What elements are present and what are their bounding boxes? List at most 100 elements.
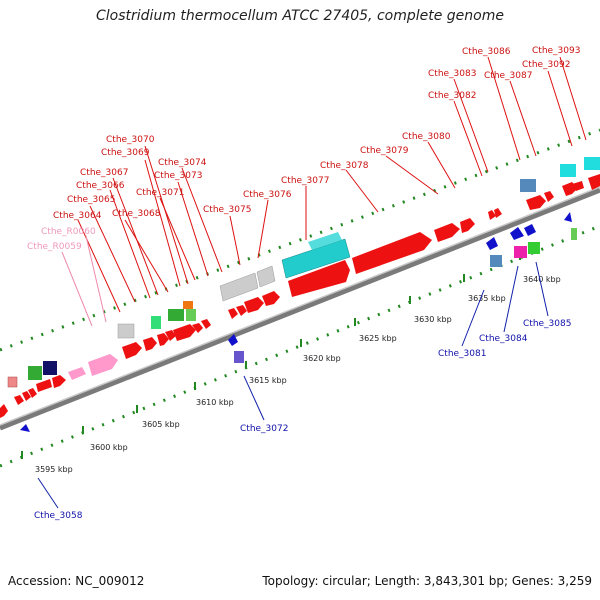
gene-arrow (486, 237, 498, 250)
gene-arrow (244, 297, 264, 313)
gene-arrow (288, 260, 350, 297)
reverse-label-leaders (37, 261, 549, 509)
gene-label: Cthe_3071 (136, 188, 184, 198)
gene-label: Cthe_3070 (106, 135, 155, 145)
forward-tick-row (0, 128, 600, 352)
gene-label: Cthe_3082 (428, 91, 476, 101)
gene-box (584, 157, 600, 170)
gene-arrow (0, 404, 8, 418)
gene-arrow (143, 337, 157, 351)
gene-arrow (460, 218, 475, 233)
gene-label: Cthe_3074 (158, 158, 207, 168)
gene-label: Cthe_3066 (76, 181, 125, 191)
gene-box-grey (256, 265, 276, 288)
gene-label: Cthe_3084 (479, 334, 528, 344)
gene-arrow (36, 379, 52, 392)
gene-box (43, 361, 57, 375)
gene-arrow (20, 424, 30, 432)
gene-arrow (572, 181, 584, 191)
gene-arrow (488, 210, 496, 220)
gene-box (168, 309, 184, 321)
kbp-label: 3600 kbp (90, 443, 128, 452)
kbp-label: 3625 kbp (359, 334, 397, 343)
gene-arrow (352, 232, 432, 274)
kbp-label: 3630 kbp (414, 315, 452, 324)
gene-arrow (434, 223, 460, 242)
gene-box-cyan (308, 232, 342, 250)
gene-label: Cthe_3064 (53, 211, 102, 221)
gene-arrow (165, 330, 176, 341)
gene-label: Cthe_3080 (402, 132, 451, 142)
gene-arrow (22, 391, 31, 401)
gene-arrow (524, 224, 536, 236)
gene-arrow (510, 227, 524, 240)
gene-arrow (173, 324, 196, 341)
gene-box (7, 376, 18, 388)
accession-text: Accession: NC_009012 (8, 574, 145, 588)
gene-label: Cthe_3093 (532, 46, 580, 56)
rna-label: Cthe_R0059 (27, 242, 82, 252)
gene-label: Cthe_3092 (522, 60, 570, 70)
gene-label: Cthe_3079 (360, 146, 409, 156)
gene-box (520, 179, 536, 192)
gene-arrow (157, 333, 169, 346)
gene-arrow (201, 319, 211, 329)
reverse-labels: Cthe_3058 Cthe_3072 Cthe_3081 Cthe_3084 … (34, 319, 571, 521)
kbp-label: 3635 kbp (468, 294, 506, 303)
gene-box (560, 164, 576, 177)
gene-arrow (14, 395, 24, 405)
gene-box (234, 351, 244, 363)
gene-label: Cthe_3087 (484, 71, 532, 81)
gene-label: Cthe_3086 (462, 47, 511, 57)
forward-label-leaders (77, 56, 587, 313)
gene-label: Cthe_3078 (320, 161, 369, 171)
gene-arrow (52, 375, 66, 388)
gene-box (117, 323, 135, 339)
forward-labels: Cthe_3064 Cthe_3065 Cthe_3066 Cthe_3067 … (53, 46, 580, 221)
gene-label: Cthe_3081 (438, 349, 486, 359)
map-title: Clostridium thermocellum ATCC 27405, com… (96, 8, 504, 24)
gene-arrow (526, 195, 546, 210)
gene-box-grey (219, 272, 259, 302)
gene-box (490, 255, 502, 267)
kbp-label: 3595 kbp (35, 465, 73, 474)
gene-label: Cthe_3065 (67, 195, 115, 205)
forward-strand-features (0, 157, 600, 418)
gene-label: Cthe_3069 (101, 148, 150, 158)
gene-label: Cthe_3058 (34, 511, 83, 521)
topology-text: Topology: circular; Length: 3,843,301 bp… (262, 574, 592, 588)
gene-arrow (564, 212, 572, 222)
gene-label: Cthe_3068 (112, 209, 161, 219)
gene-label: Cthe_3075 (203, 205, 251, 215)
gene-box (186, 309, 196, 321)
gene-label: Cthe_3073 (154, 171, 202, 181)
gene-label: Cthe_3085 (523, 319, 571, 329)
gene-arrow (228, 334, 238, 346)
kbp-label: 3615 kbp (249, 376, 287, 385)
gene-arrow (262, 291, 280, 306)
kbp-tick-labels: 3595 kbp 3600 kbp 3605 kbp 3610 kbp 3615… (35, 275, 561, 474)
kbp-major-ticks (21, 252, 521, 459)
kbp-label: 3605 kbp (142, 420, 180, 429)
kbp-label: 3640 kbp (523, 275, 561, 284)
genome-backbone (0, 187, 600, 431)
gene-arrow (494, 208, 502, 218)
gene-label: Cthe_3077 (281, 176, 329, 186)
gene-label: Cthe_3083 (428, 69, 476, 79)
gene-arrow (544, 191, 554, 202)
reverse-strand-features (20, 212, 577, 432)
gene-arrow (88, 354, 118, 376)
gene-box (514, 246, 527, 258)
gene-box (28, 366, 42, 380)
rna-label: Cthe_R0060 (41, 227, 96, 237)
gene-arrow (228, 308, 238, 319)
gene-label: Cthe_3067 (80, 168, 128, 178)
gene-box (183, 301, 193, 309)
gene-arrow (122, 342, 142, 359)
gene-arrow (588, 174, 600, 190)
kbp-label: 3610 kbp (196, 398, 234, 407)
rna-labels: Cthe_R0060 Cthe_R0059 (27, 227, 96, 252)
rna-label-leaders (61, 235, 107, 327)
gene-box (571, 228, 577, 240)
